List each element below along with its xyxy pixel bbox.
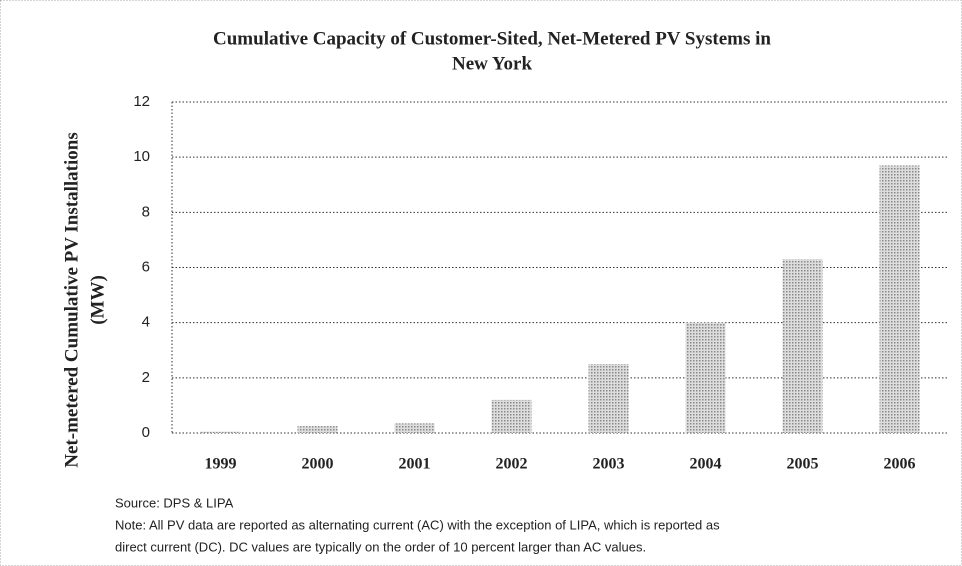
y-tick-label: 10 <box>133 148 150 165</box>
bar <box>782 259 823 433</box>
x-tick-label: 2005 <box>787 456 819 473</box>
y-tick-label: 4 <box>142 314 150 331</box>
bar <box>685 322 726 433</box>
x-tick-label: 1999 <box>205 456 237 473</box>
x-tick-label: 2004 <box>690 456 722 473</box>
note: Note: All PV data are reported as altern… <box>115 517 720 532</box>
bar <box>588 364 629 433</box>
y-tick-label: 6 <box>142 258 150 275</box>
y-tick-label: 12 <box>133 93 150 110</box>
y-tick-label: 8 <box>142 203 150 220</box>
chart-title: New York <box>452 53 532 74</box>
bar <box>394 423 435 433</box>
bar <box>491 399 532 433</box>
bar <box>879 165 920 434</box>
bar <box>200 431 241 433</box>
chart-title: Cumulative Capacity of Customer-Sited, N… <box>213 28 771 49</box>
bar <box>297 426 338 433</box>
x-tick-label: 2002 <box>496 456 528 473</box>
x-tick-label: 2001 <box>399 456 431 473</box>
y-tick-label: 0 <box>142 424 150 441</box>
source: Source: DPS & LIPA <box>115 495 234 510</box>
y-axis-label: (MW) <box>87 275 108 325</box>
y-axis-label: Net-metered Cumulative PV Installations <box>61 132 82 467</box>
x-tick-label: 2006 <box>884 456 916 473</box>
note: direct current (DC). DC values are typic… <box>115 539 646 554</box>
y-tick-label: 2 <box>142 369 150 386</box>
x-tick-label: 2003 <box>593 456 625 473</box>
x-tick-label: 2000 <box>302 456 334 473</box>
